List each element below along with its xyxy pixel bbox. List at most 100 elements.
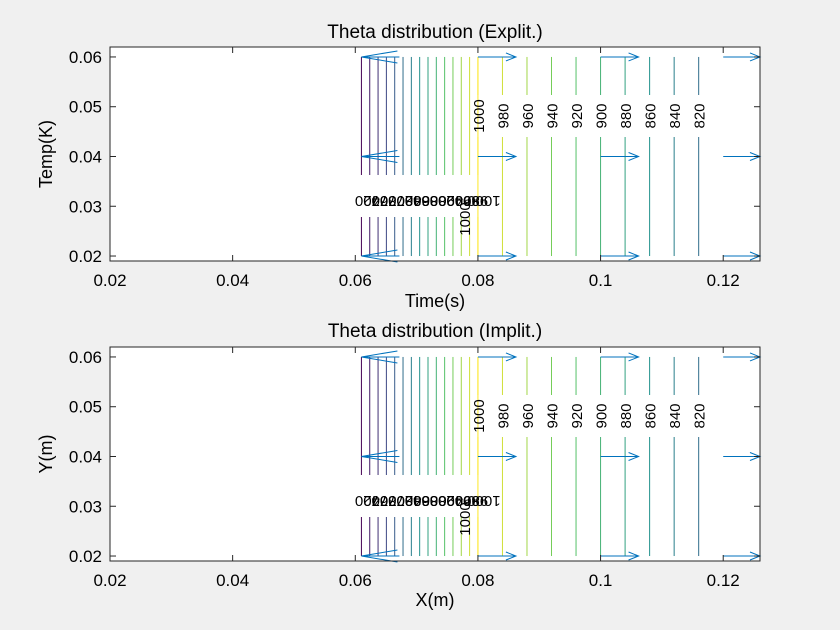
- contour-label: 920: [438, 492, 463, 509]
- contour-label: 800: [388, 492, 413, 509]
- contour-label: 880: [618, 403, 635, 428]
- contour-label: 740: [363, 492, 388, 509]
- contour-label: 940: [446, 492, 471, 509]
- contour-label: 760: [372, 192, 397, 209]
- contour-label: 980: [495, 103, 512, 128]
- y-tick-label: 0.03: [69, 197, 102, 216]
- x-tick-label: 0.1: [589, 571, 613, 590]
- contour-label: 760: [372, 492, 397, 509]
- x-tick-label: 0.06: [339, 571, 372, 590]
- contour-label: 940: [545, 403, 562, 428]
- contour-label: 780: [380, 192, 405, 209]
- x-tick-label: 0.1: [589, 271, 613, 290]
- contour-label: 860: [413, 192, 438, 209]
- contour-label: 820: [397, 192, 422, 209]
- y-tick-label: 0.02: [69, 247, 102, 266]
- contour-label: 920: [438, 192, 463, 209]
- contour-label: 1000: [467, 192, 500, 209]
- contour-label: 1000: [467, 492, 500, 509]
- contour-label: 840: [667, 103, 684, 128]
- contour-label: 860: [643, 403, 660, 428]
- contour-label: 900: [594, 403, 611, 428]
- plot-area: [110, 47, 760, 261]
- contour-label: 900: [430, 192, 455, 209]
- contour-label: 720: [355, 192, 380, 209]
- y-tick-label: 0.06: [69, 348, 102, 367]
- contour-label: 1000: [457, 202, 474, 235]
- contour-label: 960: [520, 403, 537, 428]
- axes-bottom: Theta distribution (Implit.) X(m) Y(m) 1…: [36, 321, 762, 610]
- quiver-arrow-head: [505, 152, 518, 161]
- x-tick-label: 0.12: [707, 271, 740, 290]
- y-axis-label: Y(m): [36, 435, 56, 474]
- chart-title: Theta distribution (Implit.): [328, 321, 542, 342]
- y-tick-label: 0.03: [69, 497, 102, 516]
- contour-label: 780: [380, 492, 405, 509]
- contour-label: 840: [405, 192, 430, 209]
- contour-label: 1000: [471, 99, 488, 132]
- y-tick-label: 0.04: [69, 147, 102, 166]
- axes-frame: [109, 46, 761, 262]
- contour-label: 860: [643, 103, 660, 128]
- x-tick-label: 0.02: [93, 571, 126, 590]
- plot-area: [110, 347, 760, 561]
- contour-label: 820: [397, 492, 422, 509]
- quiver-arrow-head: [361, 50, 398, 64]
- x-tick-label: 0.02: [93, 271, 126, 290]
- quiver-arrow-head: [361, 350, 398, 364]
- quiver-arrow-head: [628, 352, 640, 362]
- y-tick-label: 0.06: [69, 48, 102, 67]
- contour-label: 960: [455, 492, 480, 509]
- contour-label: 880: [618, 103, 635, 128]
- axes-top: Theta distribution (Explit.) Time(s) Tem…: [36, 22, 762, 311]
- contour-label: 1000: [471, 399, 488, 432]
- contour-label: 980: [463, 192, 488, 209]
- quiver-arrow-head: [628, 251, 640, 261]
- quiver-arrow-head: [628, 52, 640, 62]
- contour-label: 1000: [457, 502, 474, 535]
- chart-title: Theta distribution (Explit.): [327, 22, 542, 43]
- y-tick-label: 0.04: [69, 447, 102, 466]
- x-tick-label: 0.08: [461, 571, 494, 590]
- contour-label: 940: [545, 103, 562, 128]
- contour-label: 900: [594, 103, 611, 128]
- contour-label: 800: [388, 192, 413, 209]
- quiver-arrow-head: [361, 249, 398, 263]
- quiver-arrow-head: [628, 551, 640, 561]
- contour-label: 820: [692, 403, 709, 428]
- quiver-arrow-head: [505, 52, 518, 62]
- quiver-arrow-head: [361, 449, 398, 463]
- y-tick-label: 0.02: [69, 547, 102, 566]
- contour-label: 920: [569, 103, 586, 128]
- quiver-arrow-head: [505, 452, 518, 461]
- contour-label: 840: [405, 492, 430, 509]
- quiver-arrow-head: [505, 551, 518, 561]
- y-tick-label: 0.05: [69, 398, 102, 417]
- y-axis-label: Temp(K): [36, 120, 56, 188]
- contour-label: 880: [421, 192, 446, 209]
- contour-label: 720: [355, 492, 380, 509]
- quiver-arrow-head: [505, 352, 518, 362]
- contour-label: 920: [569, 403, 586, 428]
- contour-label: 900: [430, 492, 455, 509]
- contour-label: 940: [446, 192, 471, 209]
- contour-label: 820: [692, 103, 709, 128]
- contour-label: 960: [455, 192, 480, 209]
- x-tick-label: 0.04: [216, 271, 249, 290]
- quiver-arrow-head: [505, 251, 518, 261]
- quiver-arrow-head: [361, 549, 398, 563]
- quiver-arrow-head: [628, 152, 640, 161]
- contour-label: 880: [421, 492, 446, 509]
- x-tick-label: 0.04: [216, 571, 249, 590]
- contour-label: 860: [413, 492, 438, 509]
- x-axis-label: Time(s): [405, 291, 465, 311]
- contour-label: 740: [363, 192, 388, 209]
- axes-frame: [109, 346, 761, 562]
- contour-label: 980: [495, 403, 512, 428]
- x-tick-label: 0.06: [339, 271, 372, 290]
- quiver-arrow-head: [361, 149, 398, 163]
- contour-label: 840: [667, 403, 684, 428]
- contour-label: 980: [463, 492, 488, 509]
- x-axis-label: X(m): [416, 590, 455, 610]
